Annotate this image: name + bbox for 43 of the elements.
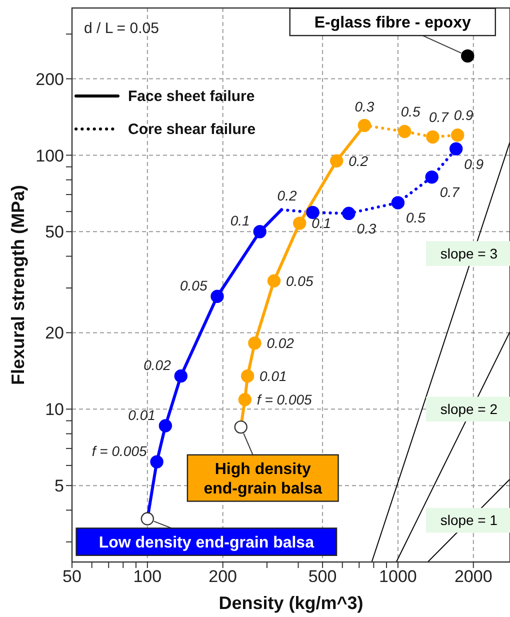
annotation: 0.1 bbox=[230, 212, 250, 229]
y-tick-label: 100 bbox=[36, 146, 64, 166]
annotation: 0.02 bbox=[144, 357, 172, 374]
annotation: High density end-grain balsa bbox=[204, 461, 322, 498]
annotation: 0.2 bbox=[348, 152, 368, 169]
annotation: 0.2 bbox=[277, 187, 297, 204]
annotation: 0.02 bbox=[266, 335, 294, 352]
x-tick-label: 500 bbox=[308, 567, 337, 586]
annotation: 0.5 bbox=[400, 103, 421, 120]
annotation: 0.9 bbox=[464, 156, 484, 172]
annotation: 0.3 bbox=[356, 220, 376, 236]
annotation: E-glass fibre - epoxy bbox=[314, 14, 471, 32]
annotation: f = 0.005 bbox=[256, 392, 312, 408]
annotation: 0.5 bbox=[406, 210, 426, 226]
annotation: Low density end-grain balsa bbox=[98, 534, 314, 552]
annotation: slope = 3 bbox=[440, 245, 498, 262]
x-tick-label: 50 bbox=[62, 567, 82, 586]
annotation: slope = 1 bbox=[440, 512, 498, 528]
annotation: 0.01 bbox=[128, 406, 156, 423]
annotation: 0.9 bbox=[454, 107, 474, 124]
y-tick-label: 200 bbox=[36, 70, 64, 89]
x-tick-label: 2000 bbox=[454, 567, 492, 586]
y-tick-label: 20 bbox=[45, 324, 64, 343]
annotation: d / L = 0.05 bbox=[84, 20, 159, 37]
x-axis-title: Density (kg/m^3) bbox=[218, 593, 364, 613]
annotation: f = 0.005 bbox=[92, 442, 147, 459]
annotation: 0.7 bbox=[440, 184, 460, 200]
annotation: slope = 2 bbox=[440, 401, 498, 418]
annotation: 0.05 bbox=[180, 277, 208, 294]
annotation: 0.05 bbox=[286, 272, 314, 289]
annotation: 0.3 bbox=[354, 98, 374, 114]
x-tick-label: 1000 bbox=[379, 567, 417, 586]
y-tick-label: 50 bbox=[45, 222, 64, 242]
y-tick-label: 10 bbox=[45, 400, 64, 420]
legend-label: Core shear failure bbox=[128, 121, 256, 138]
annotation: 0.01 bbox=[260, 368, 287, 384]
y-axis-title: Flexural strength (MPa) bbox=[8, 184, 28, 386]
y-tick-label: 5 bbox=[54, 476, 64, 496]
x-tick-label: 200 bbox=[208, 567, 238, 586]
annotation: 0.7 bbox=[428, 108, 450, 125]
legend-label: Face sheet failure bbox=[128, 88, 255, 105]
x-tick-label: 100 bbox=[133, 567, 162, 586]
annotation: 0.1 bbox=[312, 215, 332, 232]
